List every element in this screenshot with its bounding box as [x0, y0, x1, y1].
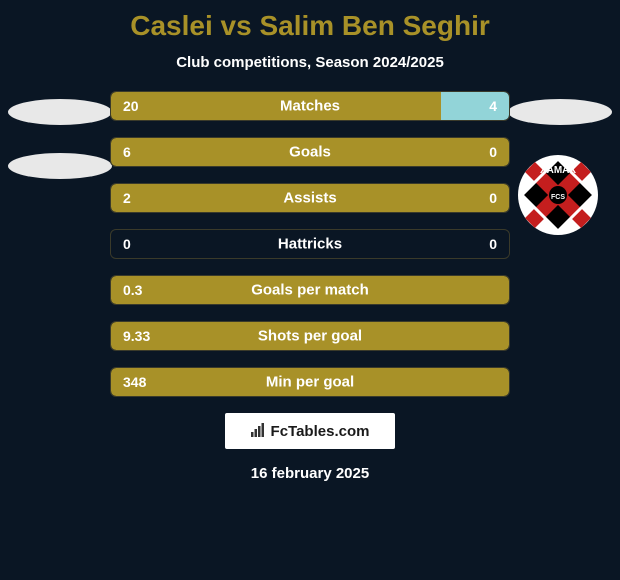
chart-area: XAMAX FCS 204Matches 60Goals 20Assists 00Ha… [0, 91, 620, 397]
page-subtitle: Club competitions, Season 2024/2025 [0, 54, 620, 71]
stat-label: Goals [111, 144, 509, 161]
stat-bar: 0.3Goals per match [110, 275, 510, 305]
stat-label: Assists [111, 190, 509, 207]
player-avatar-placeholder [508, 99, 612, 125]
brand-text: FcTables.com [271, 423, 370, 440]
stat-label: Matches [111, 98, 509, 115]
stat-bar: 204Matches [110, 91, 510, 121]
footer-date: 16 february 2025 [0, 465, 620, 482]
stat-label: Hattricks [111, 236, 509, 253]
stat-label: Min per goal [111, 374, 509, 391]
stat-bar: 60Goals [110, 137, 510, 167]
svg-text:XAMAX: XAMAX [540, 165, 576, 176]
player-right-avatars: XAMAX FCS [508, 99, 612, 237]
stat-bar: 9.33Shots per goal [110, 321, 510, 351]
page-title: Caslei vs Salim Ben Seghir [0, 0, 620, 42]
player-left-avatars [8, 99, 112, 207]
stat-label: Goals per match [111, 282, 509, 299]
stat-bar: 00Hattricks [110, 229, 510, 259]
brand-logo: FcTables.com [225, 413, 395, 449]
stats-bars: 204Matches 60Goals 20Assists 00Hattricks 0.3… [110, 91, 510, 397]
club-logo-xamax: XAMAX FCS [508, 153, 608, 237]
stat-label: Shots per goal [111, 328, 509, 345]
stat-bar: 348Min per goal [110, 367, 510, 397]
stat-bar: 20Assists [110, 183, 510, 213]
svg-text:FCS: FCS [551, 194, 565, 201]
chart-icon [251, 423, 267, 440]
club-avatar-placeholder [8, 153, 112, 179]
player-avatar-placeholder [8, 99, 112, 125]
